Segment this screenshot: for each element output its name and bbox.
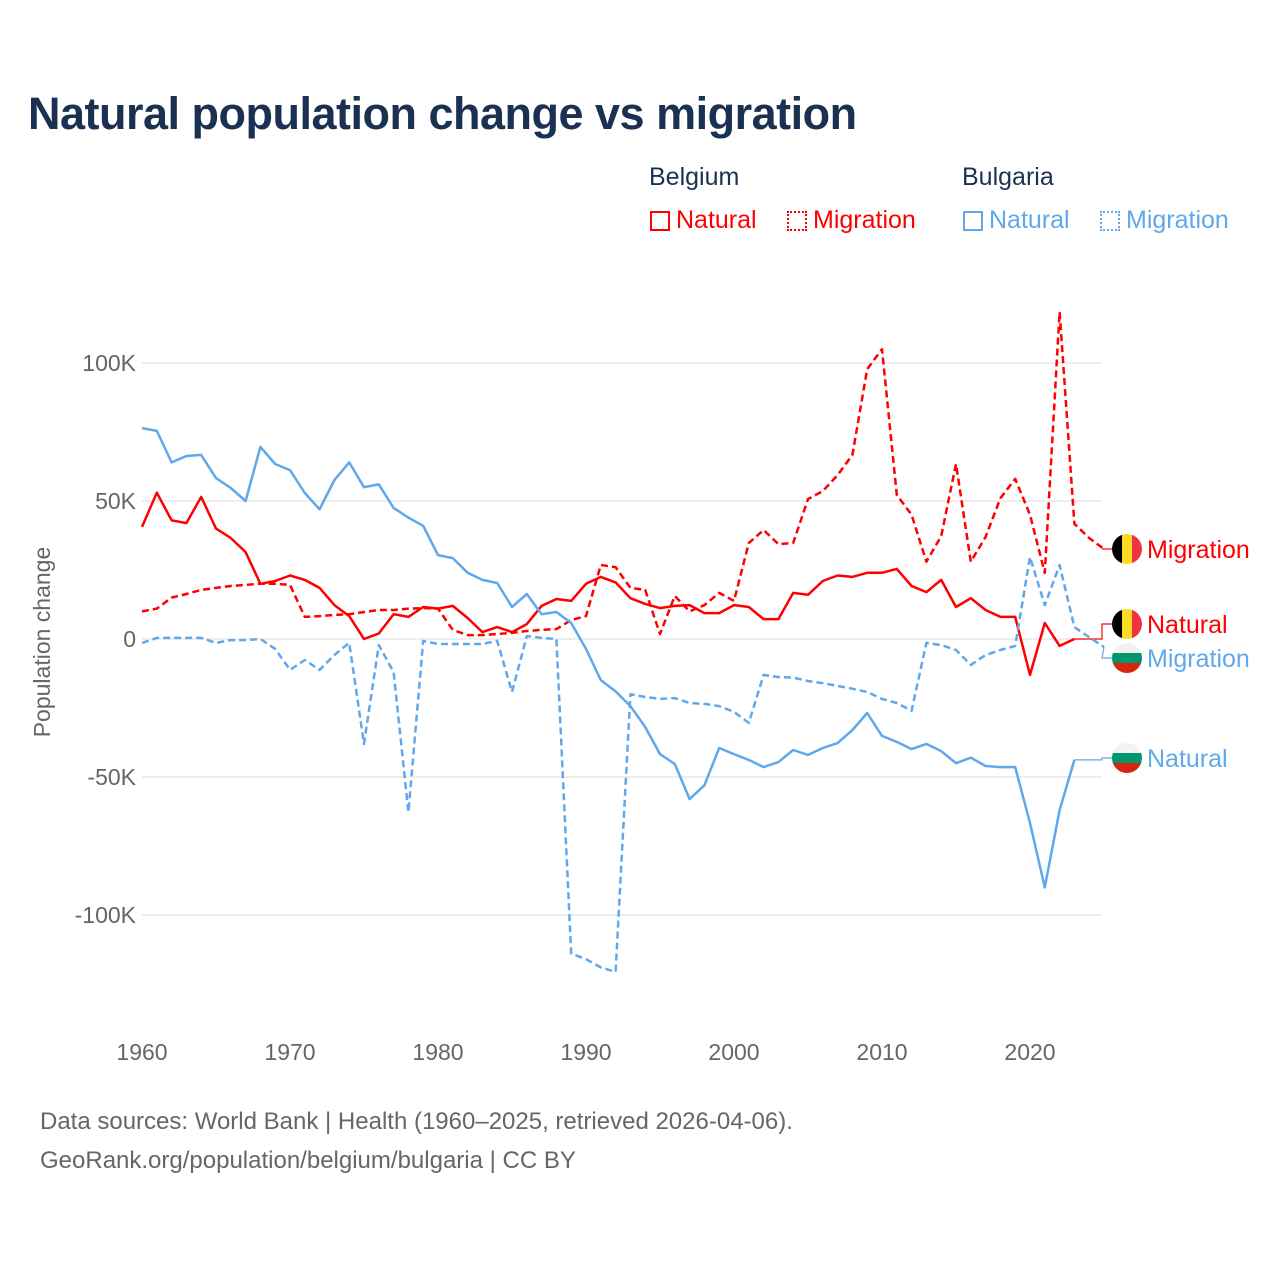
x-tick-label: 1960 [116, 1039, 167, 1065]
series-end-label: Migration [1147, 536, 1250, 564]
solid-swatch-icon [963, 210, 983, 231]
label-connector [1074, 757, 1114, 761]
x-tick-label: 1970 [264, 1039, 315, 1065]
label-connector [1074, 623, 1114, 640]
flag-stripe [1132, 534, 1142, 564]
series-end-label: Migration [1147, 645, 1250, 673]
legend-belgium-natural[interactable]: Natural [650, 206, 757, 235]
series-end-label: Natural [1147, 611, 1228, 639]
flag-stripe [1132, 609, 1142, 639]
solid-swatch-icon [650, 210, 670, 231]
bulgaria-flag-icon [1112, 743, 1142, 773]
flag-stripe [1112, 763, 1142, 773]
bulgaria-flag-icon [1112, 643, 1142, 673]
flag-stripe [1122, 534, 1133, 564]
y-tick-label: -100K [75, 902, 137, 928]
flag-stripe [1112, 653, 1142, 664]
x-tick-label: 1980 [412, 1039, 463, 1065]
footer-sources: Data sources: World Bank | Health (1960–… [40, 1108, 793, 1135]
flag-stripe [1112, 753, 1142, 764]
belgium-flag-icon [1112, 534, 1142, 564]
y-tick-label: 50K [95, 488, 137, 514]
y-axis-label: Population change [29, 547, 55, 738]
flag-stripe [1122, 609, 1133, 639]
x-tick-label: 1990 [560, 1039, 611, 1065]
flag-stripe [1112, 743, 1142, 754]
legend-bulgaria-migration[interactable]: Migration [1100, 206, 1229, 235]
legend-label: Migration [1126, 206, 1229, 234]
footer-link[interactable]: GeoRank.org/population/belgium/bulgaria … [40, 1147, 576, 1174]
label-connector [1101, 646, 1114, 659]
y-tick-label: -50K [87, 764, 136, 790]
dotted-swatch-icon [1100, 210, 1120, 231]
legend-group-bulgaria: Bulgaria [962, 163, 1054, 191]
y-tick-label: 0 [123, 626, 136, 652]
series-line-bulgaria-natural [141, 426, 1076, 889]
series-line-belgium-natural [140, 491, 1075, 677]
flag-stripe [1112, 609, 1123, 639]
legend-group-belgium: Belgium [649, 163, 740, 191]
x-tick-label: 2000 [708, 1039, 759, 1065]
x-tick-label: 2020 [1004, 1039, 1055, 1065]
flag-stripe [1112, 663, 1142, 673]
legend-belgium-migration[interactable]: Migration [787, 206, 916, 235]
legend-label: Migration [813, 206, 916, 234]
series-end-label: Natural [1147, 745, 1228, 773]
x-tick-label: 2010 [856, 1039, 907, 1065]
dotted-swatch-icon [787, 210, 807, 231]
flag-stripe [1112, 643, 1142, 654]
series-line-bulgaria-migration [141, 555, 1105, 974]
y-tick-label: 100K [82, 350, 136, 376]
chart-title: Natural population change vs migration [28, 88, 857, 139]
series-line-belgium-migration [141, 310, 1105, 637]
legend-bulgaria-natural[interactable]: Natural [963, 206, 1070, 235]
legend-label: Natural [989, 206, 1070, 234]
flag-stripe [1112, 534, 1123, 564]
belgium-flag-icon [1112, 609, 1142, 639]
legend-label: Natural [676, 206, 757, 234]
